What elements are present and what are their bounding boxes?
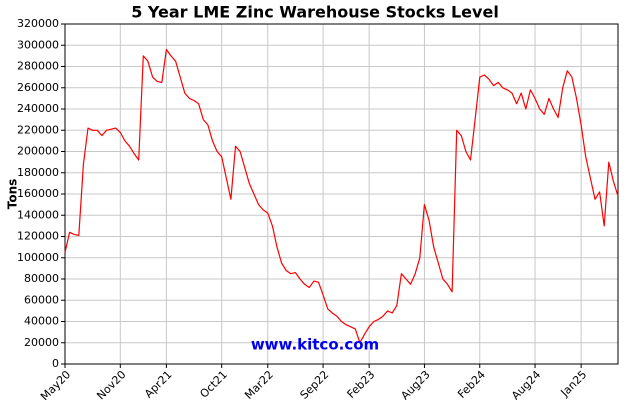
- y-tick-label: 300000: [17, 38, 59, 51]
- x-tick-label: Aug23: [398, 368, 432, 400]
- y-axis-label: Tons: [6, 179, 20, 210]
- y-tick-label: 80000: [24, 272, 59, 285]
- x-tick-label: Sep22: [298, 368, 332, 400]
- y-tick-label: 120000: [17, 230, 59, 243]
- x-tick-label: Oct21: [197, 368, 230, 400]
- y-tick-label: 140000: [17, 208, 59, 221]
- x-tick-label: May20: [38, 368, 73, 400]
- watermark: www.kitco.com: [251, 336, 379, 354]
- x-tick-label: Nov20: [94, 368, 128, 400]
- y-tick-label: 180000: [17, 166, 59, 179]
- y-tick-label: 40000: [24, 315, 59, 328]
- x-tick-label: Jan25: [558, 368, 590, 400]
- y-tick-label: 100000: [17, 251, 59, 264]
- y-tick-label: 200000: [17, 145, 59, 158]
- y-tick-label: 160000: [17, 187, 59, 200]
- data-line: [64, 48, 619, 344]
- y-tick-label: 240000: [17, 102, 59, 115]
- y-tick-label: 0: [52, 357, 59, 370]
- y-tick-label: 260000: [17, 81, 59, 94]
- y-tick-label: 280000: [17, 60, 59, 73]
- y-tick-label: 60000: [24, 293, 59, 306]
- x-tick-label: Mar22: [242, 368, 276, 400]
- plot-frame: [64, 23, 619, 365]
- x-tick-label: Feb24: [455, 368, 488, 400]
- chart-title: 5 Year LME Zinc Warehouse Stocks Level: [131, 3, 499, 22]
- y-tick-label: 320000: [17, 17, 59, 30]
- x-tick-label: Aug24: [509, 368, 543, 400]
- x-tick-label: Feb23: [345, 368, 378, 400]
- y-tick-label: 20000: [24, 336, 59, 349]
- x-tick-label: Apr21: [142, 368, 175, 400]
- y-tick-label: 220000: [17, 123, 59, 136]
